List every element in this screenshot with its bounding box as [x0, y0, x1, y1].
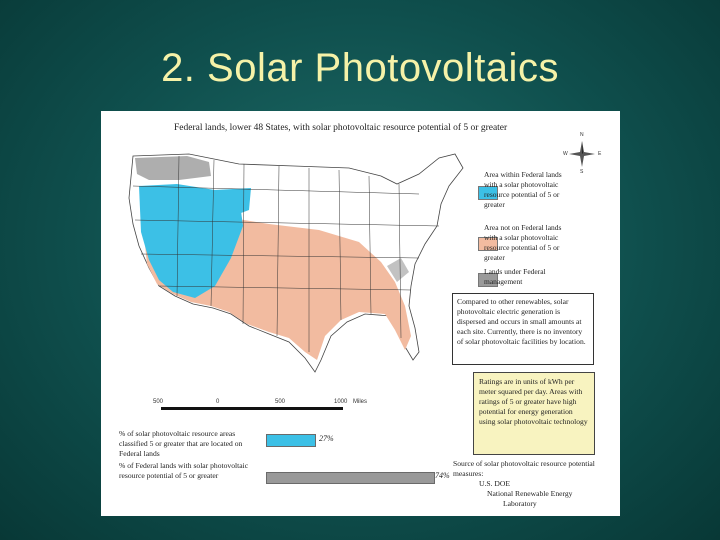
compass-east-label: E — [598, 151, 602, 157]
compass-icon — [569, 141, 595, 167]
federal-solar-region — [139, 184, 243, 298]
compass-south-label: S — [580, 169, 584, 175]
us-map — [128, 153, 464, 373]
stat-value-2: 74% — [435, 471, 450, 480]
legend-label-federal: Area within Federal lands with a solar p… — [484, 170, 562, 209]
legend-swatch-federal — [478, 186, 498, 200]
scale-label-2: 500 — [275, 399, 286, 405]
ratings-box: Ratings are in units of kWh per meter sq… — [473, 372, 595, 455]
compass-west-label: W — [563, 151, 568, 157]
federal-land-appalachia — [387, 258, 409, 282]
note-box: Compared to other renewables, solar phot… — [452, 293, 594, 365]
scale-label-1: 0 — [216, 399, 220, 405]
legend-swatch-federal-land — [478, 273, 498, 287]
stat-bar-1 — [266, 434, 316, 447]
stat-label-1: % of solar photovoltaic resource areas c… — [119, 429, 243, 458]
scale-label-4: Miles — [353, 399, 368, 405]
map-figure: Federal lands, lower 48 States, with sol… — [101, 111, 620, 516]
map-title: Federal lands, lower 48 States, with sol… — [174, 123, 508, 133]
legend-label-non-federal: Area not on Federal lands with a solar p… — [484, 223, 562, 262]
compass-north-label: N — [580, 132, 584, 138]
scale-label-0: 500 — [153, 399, 164, 405]
source-org-1: U.S. DOE — [479, 479, 511, 488]
stat-label-2: % of Federal lands with solar photovolta… — [119, 461, 249, 480]
federal-solar-region-north — [215, 188, 251, 216]
legend-swatch-non-federal — [478, 237, 498, 251]
state-borders — [132, 155, 440, 352]
source-org-2: National Renewable Energy — [487, 489, 573, 498]
source-org-3: Laboratory — [503, 499, 537, 508]
slide-title: 2. Solar Photovoltaics — [161, 46, 559, 90]
scale-bar — [161, 407, 343, 410]
source-intro: Source of solar photovoltaic resource po… — [453, 459, 595, 478]
stat-bar-2 — [266, 472, 435, 484]
federal-land-northwest — [135, 156, 211, 180]
stat-value-1: 27% — [319, 434, 334, 443]
legend-label-federal-land: Lands under Federal management — [484, 267, 546, 286]
source-block: Source of solar photovoltaic resource po… — [453, 459, 603, 509]
scale-label-3: 1000 — [334, 399, 348, 405]
